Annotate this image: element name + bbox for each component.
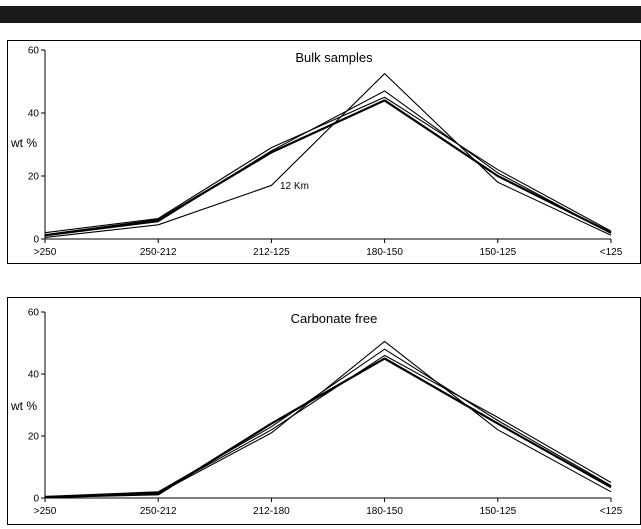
bulk-series-line-3 bbox=[44, 96, 612, 234]
bulk-series-line-2 bbox=[44, 90, 612, 237]
carbonate-free-x-tick-label: 180-150 bbox=[366, 506, 403, 517]
carbonate-free-chart: 0 20 40 60 >250 250-212 212-180 180-150 150-125 <… bbox=[10, 308, 623, 518]
carbonate-free-y-tick-label: 60 bbox=[28, 308, 40, 319]
carbonate-free-series-line-1 bbox=[44, 340, 612, 498]
carbonate-free-x-tick-label: <125 bbox=[600, 506, 623, 517]
top-banner bbox=[0, 6, 641, 23]
bulk-x-tick-label: <125 bbox=[600, 247, 623, 258]
bulk-x-tick-label: 212-125 bbox=[253, 247, 290, 258]
carbonate-free-x-tick-label: 250-212 bbox=[140, 506, 177, 517]
carbonate-free-series-line-3 bbox=[44, 354, 612, 498]
bulk-chart-title: Bulk samples bbox=[295, 50, 373, 65]
carbonate-free-series-line-2 bbox=[44, 348, 612, 497]
bulk-y-tick-label: 60 bbox=[28, 46, 40, 57]
bulk-annotation: 12 Km bbox=[280, 181, 309, 192]
carbonate-free-y-axis-label: wt % bbox=[10, 399, 37, 413]
bulk-y-tick-label: 20 bbox=[28, 172, 40, 183]
bulk-y-axis-label: wt % bbox=[10, 136, 37, 150]
carbonate-free-x-tick-label: 212-180 bbox=[253, 506, 290, 517]
bulk-y-tick-label: 0 bbox=[33, 235, 39, 246]
carbonate-free-chart-panel: 0 20 40 60 >250 250-212 212-180 180-150 150-125 <… bbox=[7, 297, 641, 525]
carbonate-free-series-line-4 bbox=[44, 357, 612, 499]
bulk-samples-chart: 0 20 40 60 >250 250-212 212-125 180-150 150-125 <… bbox=[10, 46, 623, 259]
bulk-series-line-4 bbox=[44, 99, 612, 237]
bulk-x-tick-label: 150-125 bbox=[479, 247, 516, 258]
bulk-x-tick-label: >250 bbox=[34, 247, 57, 258]
carbonate-free-y-tick-label: 20 bbox=[28, 432, 40, 443]
bulk-series-line-1 bbox=[44, 73, 612, 238]
carbonate-free-x-tick-label: >250 bbox=[34, 506, 57, 517]
carbonate-free-chart-title: Carbonate free bbox=[291, 311, 378, 326]
carbonate-free-y-tick-label: 0 bbox=[33, 494, 39, 505]
bulk-x-tick-label: 180-150 bbox=[366, 247, 403, 258]
bulk-y-tick-label: 40 bbox=[28, 109, 40, 120]
carbonate-free-x-tick-label: 150-125 bbox=[479, 506, 516, 517]
bulk-samples-chart-panel: 0 20 40 60 >250 250-212 212-125 180-150 150-125 <… bbox=[7, 40, 641, 264]
carbonate-free-y-tick-label: 40 bbox=[28, 370, 40, 381]
bulk-x-tick-label: 250-212 bbox=[140, 247, 177, 258]
